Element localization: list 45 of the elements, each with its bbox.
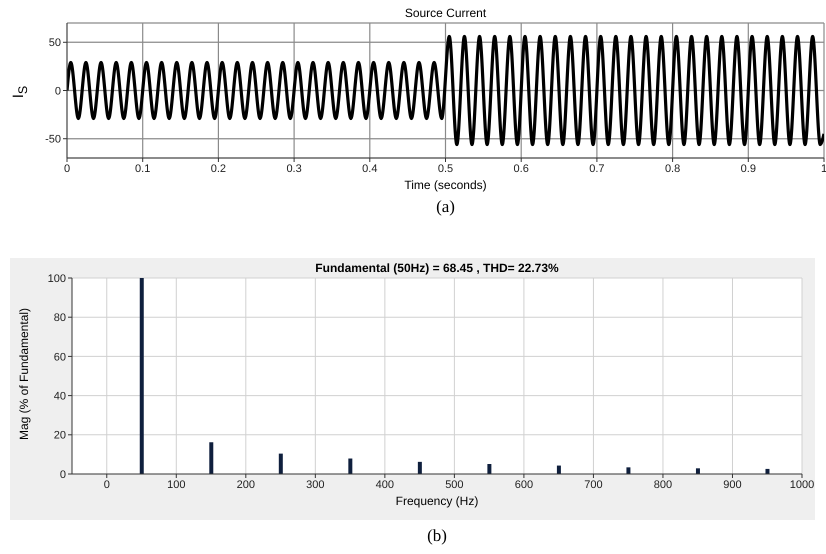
y-axis-title: Mag (% of Fundamental) [17, 306, 31, 442]
x-tick-label: 1000 [790, 478, 814, 491]
x-tick-label: 100 [167, 478, 186, 491]
x-tick-label: 0.3 [286, 162, 302, 175]
y-tick-label: 80 [54, 312, 66, 324]
x-tick-label: 300 [306, 478, 325, 491]
y-tick-label: 0 [54, 85, 61, 98]
x-tick-label: 600 [514, 478, 534, 491]
bar [348, 458, 352, 474]
text: (a) [435, 197, 456, 217]
chart-title: Source Current [404, 6, 488, 20]
x-tick-label: 500 [445, 478, 464, 491]
x-tick-label: 200 [236, 478, 255, 491]
x-tick-label: 900 [723, 478, 742, 491]
y-tick-label: -50 [45, 134, 61, 146]
y-tick-label: 20 [54, 430, 66, 442]
y-tick-label: 100 [48, 272, 66, 285]
x-tick-label: 800 [654, 478, 672, 491]
x-tick-label: 0.5 [438, 162, 454, 175]
x-tick-label: 0.9 [740, 162, 756, 175]
bar [140, 278, 144, 474]
x-tick-label: 700 [584, 478, 603, 491]
chart-title: Fundamental (50Hz) = 68.45 , THD= 22.73% [314, 261, 560, 275]
y-tick-label: 40 [54, 390, 66, 403]
x-tick-label: 0.7 [589, 162, 605, 175]
x-tick-label: 0.6 [514, 162, 529, 175]
text: (b) [426, 526, 448, 546]
y-tick-label: 0 [60, 468, 66, 481]
bar [278, 454, 283, 474]
x-tick-label: 0.2 [210, 162, 226, 175]
bar [209, 442, 214, 474]
y-tick-label: 50 [48, 37, 61, 50]
bar [556, 466, 561, 474]
line-series [67, 34, 824, 146]
bar [626, 467, 630, 474]
x-tick-label: 0.1 [135, 162, 150, 175]
x-tick-label: 0.8 [664, 162, 680, 175]
x-axis-title: Frequency (Hz) [394, 494, 480, 508]
bar [487, 464, 492, 474]
x-tick-label: 0 [104, 478, 110, 491]
bar [418, 462, 422, 474]
x-tick-label: 400 [376, 478, 394, 491]
x-axis-title: Time (seconds) [403, 178, 488, 192]
y-tick-label: 60 [54, 351, 66, 364]
x-tick-label: 0.4 [362, 162, 378, 175]
